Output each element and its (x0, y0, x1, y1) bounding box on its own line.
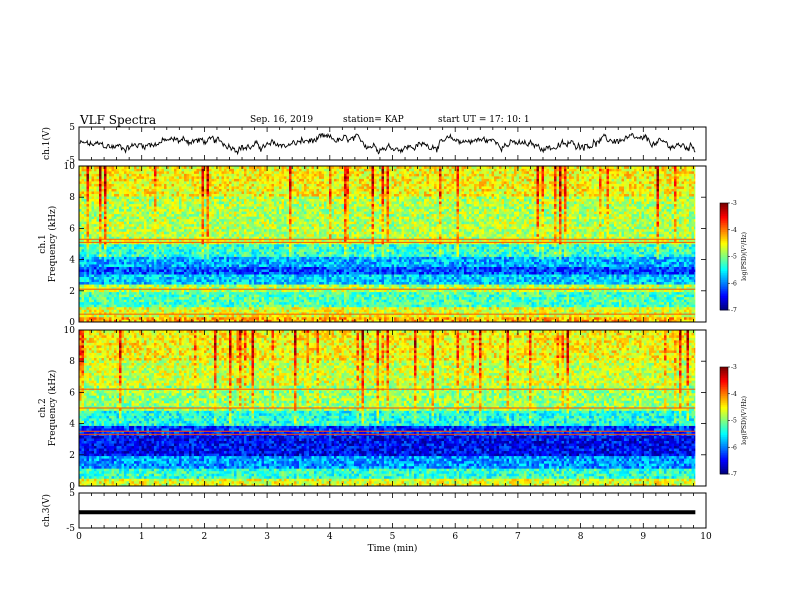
y-tick-label: 2 (69, 287, 75, 297)
y-tick-label: 10 (64, 162, 76, 172)
y-tick-label: 8 (69, 193, 75, 203)
x-tick-label: 5 (390, 532, 396, 542)
no-data-region (695, 166, 706, 322)
x-axis-label: Time (min) (368, 543, 418, 554)
colorbar-tick-label: -6 (731, 280, 737, 287)
y-axis-label-text: ch.2 (38, 398, 48, 417)
date-label: Sep. 16, 2019 (250, 115, 313, 125)
colorbar-label: log(PSD)(V²/Hz) (741, 232, 748, 281)
spectrogram-ch2 (79, 330, 697, 487)
y-axis-label-text: Frequency (kHz) (47, 370, 58, 447)
x-tick-label: 0 (76, 532, 82, 542)
x-tick-label: 2 (202, 532, 208, 542)
colorbar-tick-label: -4 (731, 227, 737, 234)
station-label: station= KAP (343, 115, 404, 125)
y-axis-label-text: ch.1(V) (41, 127, 52, 160)
colorbar-tick-label: -3 (731, 364, 737, 371)
colorbar-tick-label: -6 (731, 444, 737, 451)
x-tick-label: 7 (515, 532, 521, 542)
start-time-label: start UT = 17: 10: 1 (438, 115, 530, 125)
y-tick-label: 6 (69, 388, 75, 398)
y-tick-label: 4 (69, 256, 75, 266)
y-tick-label: 10 (64, 326, 76, 336)
y-tick-label: 0 (69, 318, 75, 328)
y-axis-label-2: ch.1 Frequency (kHz) (38, 206, 58, 283)
y-axis-label-4: ch.3(V) (41, 494, 52, 527)
colorbar-ch1 (720, 203, 728, 311)
x-tick-label: 9 (640, 532, 646, 542)
y-axis-label-3: ch.2 Frequency (kHz) (38, 370, 58, 447)
x-tick-label: 4 (327, 532, 333, 542)
x-tick-label: 1 (139, 532, 145, 542)
colorbar-label: log(PSD)(V²/Hz) (741, 396, 748, 445)
colorbar-label-text: log(PSD)(V²/Hz) (741, 396, 748, 445)
x-tick-label: 8 (578, 532, 584, 542)
colorbar-tick-label: -4 (731, 391, 737, 398)
colorbar-ch2 (720, 367, 728, 475)
colorbar-tick-label: -5 (731, 254, 737, 261)
colorbar-label-text: log(PSD)(V²/Hz) (741, 232, 748, 281)
y-tick-label: 0 (69, 482, 75, 492)
y-axis-label-text: ch.3(V) (41, 494, 52, 527)
y-axis-label-text: Frequency (kHz) (47, 206, 58, 283)
x-tick-label: 6 (452, 532, 458, 542)
colorbar-tick-label: -7 (731, 307, 737, 314)
x-tick-label: 10 (700, 532, 712, 542)
colorbar-tick-label: -5 (731, 418, 737, 425)
y-tick-label: 8 (69, 357, 75, 367)
y-axis-label-text: ch.1 (38, 234, 48, 253)
x-tick-label: 3 (264, 532, 270, 542)
ch1-waveform-line (79, 132, 696, 156)
y-tick-label: 5 (69, 123, 75, 133)
y-tick-label: 2 (69, 451, 75, 461)
y-tick-label: 5 (69, 489, 75, 499)
spectrogram-ch1 (79, 166, 697, 323)
y-axis-label-1: ch.1(V) (41, 127, 52, 160)
colorbar-tick-label: -3 (731, 200, 737, 207)
y-tick-label: -5 (66, 156, 75, 166)
no-data-region (695, 330, 706, 486)
y-tick-label: 6 (69, 224, 75, 234)
y-tick-label: 4 (69, 420, 75, 430)
figure-title: VLF Spectra (80, 113, 156, 127)
colorbar-tick-label: -7 (731, 471, 737, 478)
y-tick-label: -5 (66, 524, 75, 534)
